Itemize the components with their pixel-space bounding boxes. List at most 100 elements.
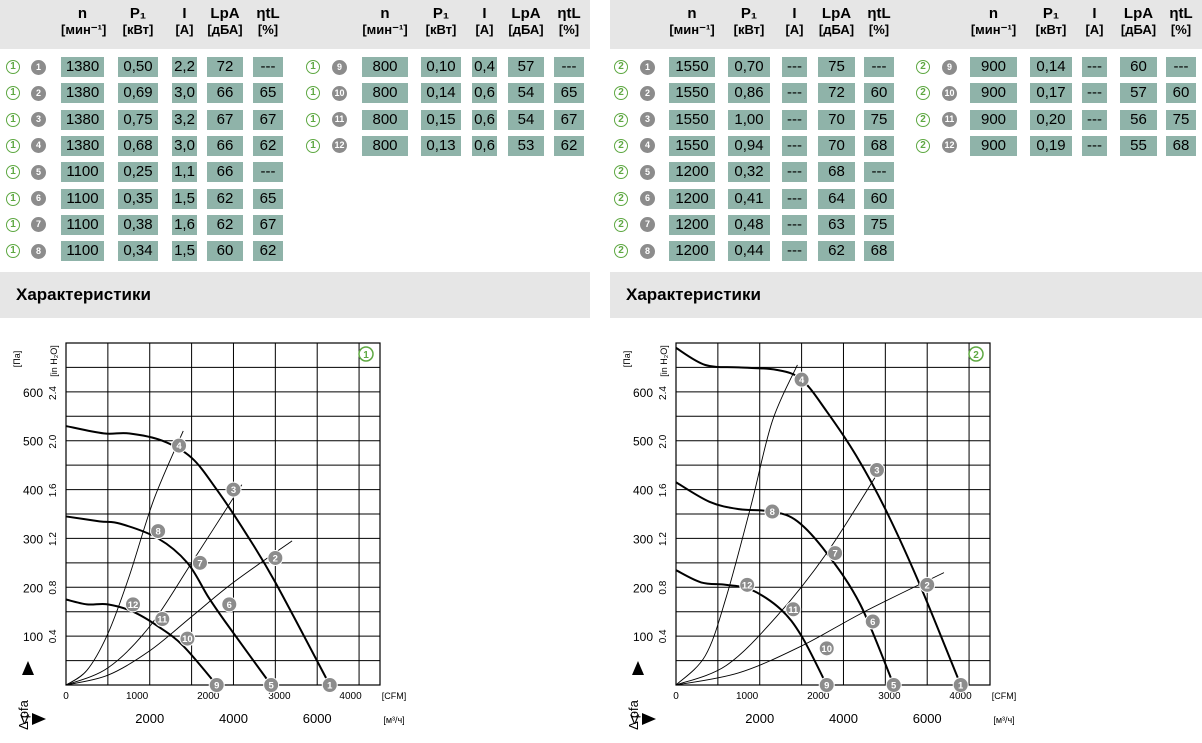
column-header: ηtL [%] — [864, 5, 894, 38]
x2-axis-unit: [CFM] — [382, 691, 407, 701]
operating-point-label: 12 — [742, 580, 753, 591]
table-cell: 1550 — [669, 135, 715, 156]
operating-point-marker — [267, 549, 284, 566]
table-cell: --- — [1166, 57, 1196, 77]
series-line — [65, 515, 272, 686]
table-cell: 0,35 — [118, 188, 158, 209]
table-cell: 68 — [864, 241, 894, 262]
column-unit: [А] — [475, 22, 494, 37]
table-cell: 0,70 — [728, 57, 770, 77]
column-header: I [А] — [472, 5, 497, 38]
table-cell: 70 — [818, 109, 855, 130]
y2-tick-label: 1.6 — [658, 483, 669, 497]
table-cell: 57 — [508, 57, 544, 77]
column-symbol: ηtL — [1169, 5, 1193, 22]
curve-point-marker: 7 — [31, 217, 46, 233]
table-cell: 65 — [253, 188, 283, 209]
column-unit: [%] — [1170, 22, 1192, 37]
section-header: Характеристики — [610, 272, 1202, 318]
x-axis-arrow-icon — [642, 713, 656, 725]
variant-marker: 2 — [916, 138, 930, 153]
column-header: P₁ [кВт] — [421, 5, 461, 38]
y-tick-label: 500 — [633, 435, 653, 449]
table-cell: --- — [782, 188, 807, 209]
column-symbol: ηtL — [256, 5, 280, 22]
column-symbol: P₁ — [129, 5, 147, 22]
table-cell: 0,68 — [118, 135, 158, 156]
variant-marker: 1 — [6, 217, 20, 232]
operating-point-marker — [818, 677, 835, 693]
y2-axis-unit: [in H₂O] — [49, 345, 59, 377]
operating-point-label: 9 — [214, 681, 219, 692]
table-cell: 65 — [554, 83, 584, 104]
table-cell: 66 — [207, 83, 243, 104]
operating-point-marker — [154, 611, 171, 628]
column-symbol: P₁ — [432, 5, 450, 22]
variant-badge-icon — [358, 346, 374, 362]
operating-point-label: 1 — [958, 681, 964, 692]
y-axis-arrow-icon — [632, 661, 644, 675]
operating-point-label: 4 — [176, 441, 182, 452]
table-cell: --- — [782, 57, 807, 77]
operating-point-label: 8 — [770, 507, 775, 518]
table-cell: --- — [782, 241, 807, 262]
operating-point-label: 3 — [874, 466, 879, 477]
table-cell: 75 — [864, 109, 894, 130]
y2-tick-label: 2.0 — [48, 434, 59, 448]
y-axis-unit: [Па] — [12, 351, 22, 367]
y-tick-label: 200 — [633, 581, 653, 595]
table-cell: 72 — [207, 57, 243, 77]
operating-point-marker — [208, 677, 225, 693]
variant-marker: 1 — [306, 60, 320, 74]
y-axis-unit: [Па] — [622, 351, 632, 367]
column-unit: [дБА] — [818, 22, 855, 37]
table-cell: 60 — [1166, 83, 1196, 104]
operating-point-label: 3 — [231, 485, 236, 496]
table-cell: 1200 — [669, 162, 715, 183]
column-header: n [мин⁻¹] — [669, 5, 715, 38]
variant-marker: 1 — [6, 138, 20, 153]
operating-point-label: 12 — [128, 600, 139, 611]
table-cell: 1,1 — [172, 162, 197, 183]
table-cell: 1100 — [61, 162, 104, 183]
table-header-band — [610, 0, 1202, 49]
column-symbol: LpA — [511, 5, 541, 22]
operating-point-marker — [179, 630, 196, 647]
table-cell: 0,4 — [472, 57, 497, 77]
curve-point-marker: 12 — [942, 138, 957, 154]
column-symbol: I — [182, 5, 187, 22]
operating-point-label: 5 — [891, 681, 897, 692]
table-cell: 60 — [207, 241, 243, 262]
column-header: LpA [дБА] — [1120, 5, 1157, 38]
variant-marker: 2 — [614, 112, 628, 127]
column-header: I [А] — [782, 5, 807, 38]
table-cell: 62 — [253, 241, 283, 262]
variant-marker: 1 — [306, 112, 320, 127]
x-tick-label: 4000 — [829, 711, 858, 726]
curve-point-marker: 1 — [640, 59, 655, 75]
x-axis-unit: [м³/ч] — [383, 715, 404, 725]
variant-marker: 1 — [6, 244, 20, 259]
table-cell: 0,94 — [728, 135, 770, 156]
table-cell: --- — [864, 57, 894, 77]
operating-point-marker — [764, 503, 781, 520]
operating-point-marker — [321, 677, 338, 693]
curve-point-marker: 12 — [332, 138, 347, 154]
operating-point-marker — [868, 462, 885, 479]
column-symbol: I — [482, 5, 487, 22]
y2-tick-label: 1.2 — [48, 532, 59, 546]
table-cell: 75 — [818, 57, 855, 77]
column-unit: [дБА] — [207, 22, 243, 37]
operating-point-marker — [221, 596, 238, 613]
column-unit: [мин⁻¹] — [970, 22, 1017, 37]
table-cell: 1100 — [61, 188, 104, 209]
column-header: ηtL [%] — [253, 5, 283, 38]
table-cell: 0,10 — [421, 57, 461, 77]
column-header: n [мин⁻¹] — [970, 5, 1017, 38]
y-tick-label: 200 — [23, 581, 43, 595]
curve-point-marker: 5 — [640, 164, 655, 180]
curve-point-marker: 9 — [332, 59, 347, 75]
variant-marker: 2 — [614, 138, 628, 153]
variant-marker: 2 — [916, 86, 930, 101]
table-cell: --- — [782, 135, 807, 156]
